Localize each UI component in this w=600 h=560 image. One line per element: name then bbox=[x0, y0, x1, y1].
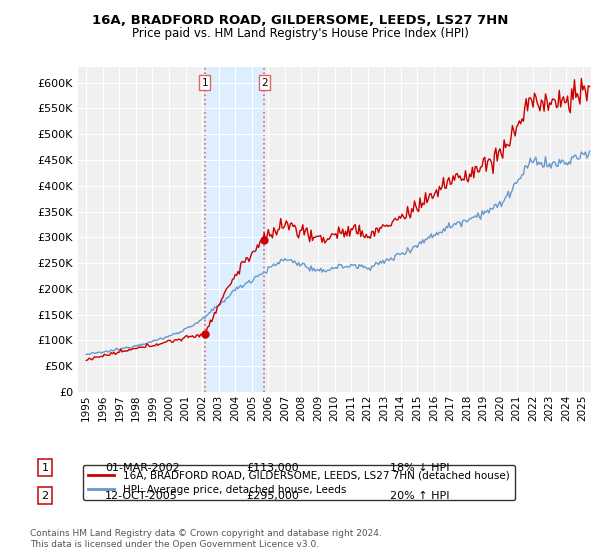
Text: Contains HM Land Registry data © Crown copyright and database right 2024.
This d: Contains HM Land Registry data © Crown c… bbox=[30, 529, 382, 549]
Text: 2: 2 bbox=[41, 491, 49, 501]
Text: 01-MAR-2002: 01-MAR-2002 bbox=[105, 463, 180, 473]
Legend: 16A, BRADFORD ROAD, GILDERSOME, LEEDS, LS27 7HN (detached house), HPI: Average p: 16A, BRADFORD ROAD, GILDERSOME, LEEDS, L… bbox=[83, 465, 515, 500]
Text: 1: 1 bbox=[202, 78, 208, 88]
Text: £113,000: £113,000 bbox=[246, 463, 299, 473]
Text: £295,000: £295,000 bbox=[246, 491, 299, 501]
Text: 12-OCT-2005: 12-OCT-2005 bbox=[105, 491, 178, 501]
Text: 18% ↓ HPI: 18% ↓ HPI bbox=[390, 463, 449, 473]
Text: 16A, BRADFORD ROAD, GILDERSOME, LEEDS, LS27 7HN: 16A, BRADFORD ROAD, GILDERSOME, LEEDS, L… bbox=[92, 14, 508, 27]
Text: 2: 2 bbox=[261, 78, 268, 88]
Text: 1: 1 bbox=[41, 463, 49, 473]
Bar bbox=[205, 67, 264, 392]
Text: Price paid vs. HM Land Registry's House Price Index (HPI): Price paid vs. HM Land Registry's House … bbox=[131, 27, 469, 40]
Text: 20% ↑ HPI: 20% ↑ HPI bbox=[390, 491, 449, 501]
